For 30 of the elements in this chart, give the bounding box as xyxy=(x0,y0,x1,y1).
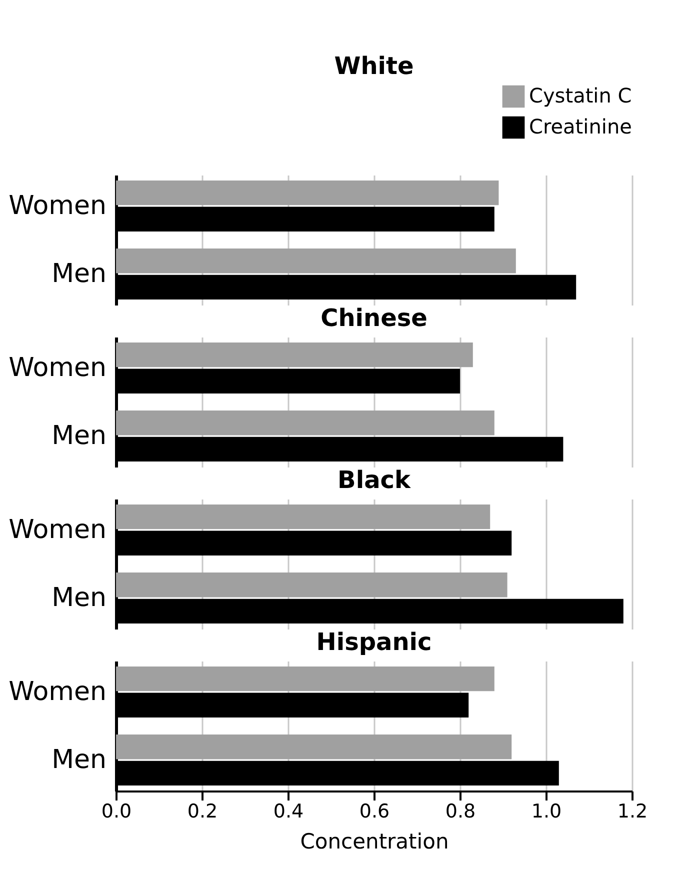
x-tick-label: 0.2 xyxy=(187,800,218,822)
y-tick-label: Men xyxy=(52,745,106,776)
chart-title: Hispanic xyxy=(316,628,432,656)
y-tick-label: Women xyxy=(8,514,106,545)
y-tick-label: Women xyxy=(8,190,106,221)
x-tick-label: 1.2 xyxy=(617,800,648,822)
x-axis-title: Concentration xyxy=(300,830,449,854)
bar xyxy=(116,180,499,206)
y-tick-label: Men xyxy=(52,583,106,614)
y-tick-label: Women xyxy=(8,676,106,707)
x-tick-label: 1.0 xyxy=(531,800,562,822)
bar xyxy=(116,248,516,274)
x-tick-label: 0.0 xyxy=(101,800,132,822)
bar xyxy=(116,666,494,692)
bar xyxy=(116,734,512,760)
bar xyxy=(116,410,494,436)
x-tick-label: 0.4 xyxy=(273,800,304,822)
chart-title: Black xyxy=(338,466,412,494)
legend-label: Cystatin C xyxy=(529,84,632,108)
chart-title: Chinese xyxy=(320,304,428,332)
y-tick-label: Men xyxy=(52,421,106,452)
x-tick-label: 0.8 xyxy=(445,800,476,822)
y-tick-label: Men xyxy=(52,259,106,290)
bar xyxy=(116,342,473,368)
chart-title: White xyxy=(334,52,414,80)
y-tick-label: Women xyxy=(8,352,106,383)
legend-label: Creatinine xyxy=(529,114,632,138)
bar xyxy=(116,572,508,598)
x-tick-label: 0.6 xyxy=(359,800,390,822)
bar xyxy=(116,504,490,530)
